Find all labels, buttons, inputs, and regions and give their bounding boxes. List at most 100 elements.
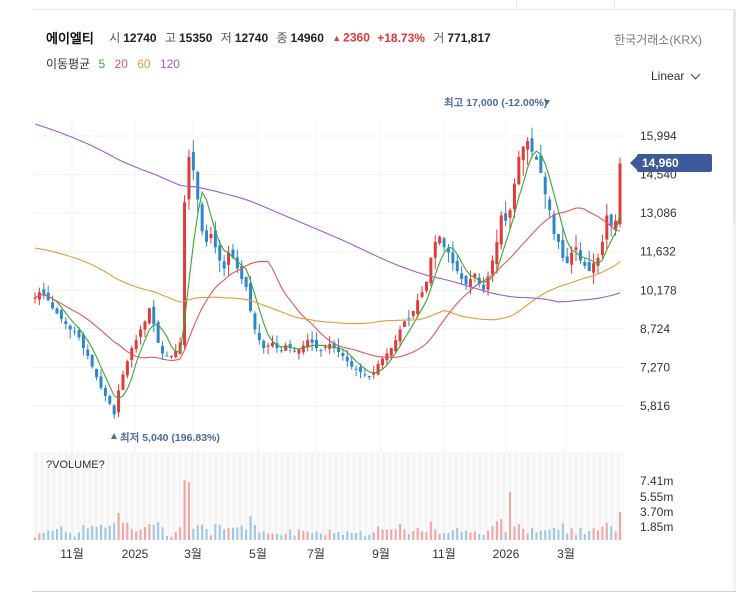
time-tick-label: 9월	[372, 547, 390, 561]
volume-bar	[487, 530, 490, 540]
candle-body	[411, 310, 415, 316]
open-label: 시	[109, 31, 121, 45]
candle-body	[376, 363, 380, 375]
candle-body	[358, 366, 362, 372]
candle-body	[438, 236, 442, 244]
volume-bar	[319, 533, 322, 540]
volume-bar	[209, 535, 212, 540]
moving-average-legend[interactable]: 이동평균 5 20 60 120	[46, 55, 180, 72]
volume-bar	[350, 532, 353, 540]
ma20-legend: 20	[114, 57, 128, 71]
volume-bar	[253, 524, 256, 540]
candle-body	[451, 252, 455, 264]
ma5-legend: 5	[98, 57, 106, 71]
candle-body	[389, 348, 393, 356]
volume-bar	[82, 525, 85, 540]
frame-tab-divider	[516, 0, 517, 9]
volume-bar	[385, 529, 388, 540]
close-label: 종	[276, 31, 288, 45]
volume-bar	[38, 533, 41, 540]
volume-bar	[328, 529, 331, 540]
candle-body	[614, 220, 618, 230]
scale-dropdown[interactable]: Linear	[651, 69, 701, 83]
volume-bar	[377, 526, 380, 540]
volume-bar	[579, 527, 582, 540]
candle-body	[191, 151, 195, 171]
candle-body	[341, 353, 345, 357]
candle-body	[420, 292, 424, 297]
volume-bar	[60, 526, 63, 540]
time-tick-label: 3월	[557, 547, 575, 561]
volume-bar	[130, 529, 133, 540]
candle-body	[482, 284, 486, 290]
candle-body	[424, 281, 428, 291]
candle-body	[64, 321, 68, 325]
candle-body	[288, 343, 292, 349]
change-percent: +18.73%	[377, 30, 425, 45]
volume-bar	[575, 535, 578, 540]
candle-body	[446, 248, 450, 253]
volume-bar	[548, 529, 551, 540]
candle-body	[570, 252, 574, 265]
volume-bar	[73, 536, 76, 540]
candle-body	[213, 230, 217, 248]
candle-body	[143, 321, 147, 330]
candle-body	[293, 350, 297, 352]
volume-bar	[570, 528, 573, 540]
price-tick-label: 5,816	[640, 399, 670, 413]
up-triangle-icon	[111, 433, 117, 439]
high-value: 15350	[179, 30, 213, 45]
candle-body	[68, 325, 72, 330]
candle-body	[455, 261, 459, 272]
volume-panel-title: ?VOLUME?	[46, 459, 105, 471]
candle-body	[33, 297, 37, 299]
candle-body	[460, 273, 464, 280]
candles	[33, 127, 622, 419]
candle-body	[51, 302, 55, 309]
candle-body	[442, 238, 446, 248]
time-tick-label: 7월	[307, 547, 325, 561]
volume-bar	[610, 526, 613, 540]
volume-bar	[597, 530, 600, 540]
candle-body	[473, 273, 477, 278]
volume-bar	[231, 527, 234, 540]
time-tick-label: 2026	[493, 547, 520, 561]
ma60-legend: 60	[137, 57, 151, 71]
volume-bar	[421, 531, 424, 540]
volume-bar	[403, 529, 406, 540]
candle-body	[596, 257, 600, 266]
frame-tab-divider	[614, 0, 615, 9]
candle-body	[227, 252, 231, 265]
volume-bar	[434, 529, 437, 540]
volume-bar	[245, 529, 248, 540]
candle-body	[209, 233, 213, 239]
volume-bar	[368, 534, 371, 540]
volume-bar	[99, 524, 102, 540]
candle-body	[495, 241, 499, 265]
volume-bar	[500, 519, 503, 540]
ma-legend-title: 이동평균	[46, 57, 91, 71]
volume-bar	[55, 528, 58, 540]
volume-bar	[179, 527, 182, 540]
candle-body	[556, 234, 560, 242]
volume-bar	[227, 527, 230, 540]
volume-bar	[205, 528, 208, 540]
volume-bar	[192, 528, 195, 540]
scrollbar[interactable]	[733, 9, 736, 223]
volume-tick-label: 7.41m	[640, 474, 673, 488]
volume-bar	[619, 512, 621, 540]
volume-bars	[34, 480, 621, 540]
volume-bar	[553, 527, 556, 540]
volume-bar	[104, 527, 107, 540]
candle-body	[253, 313, 257, 330]
exchange-name: 한국거래소(KRX)	[614, 33, 702, 47]
candle-body	[306, 340, 310, 348]
candle-body	[543, 176, 547, 195]
volume-bar	[341, 534, 344, 540]
candle-body	[350, 361, 354, 367]
candle-body	[398, 329, 402, 342]
volume-bar	[588, 531, 591, 540]
candle-body	[262, 340, 266, 349]
candle-body	[81, 334, 85, 349]
